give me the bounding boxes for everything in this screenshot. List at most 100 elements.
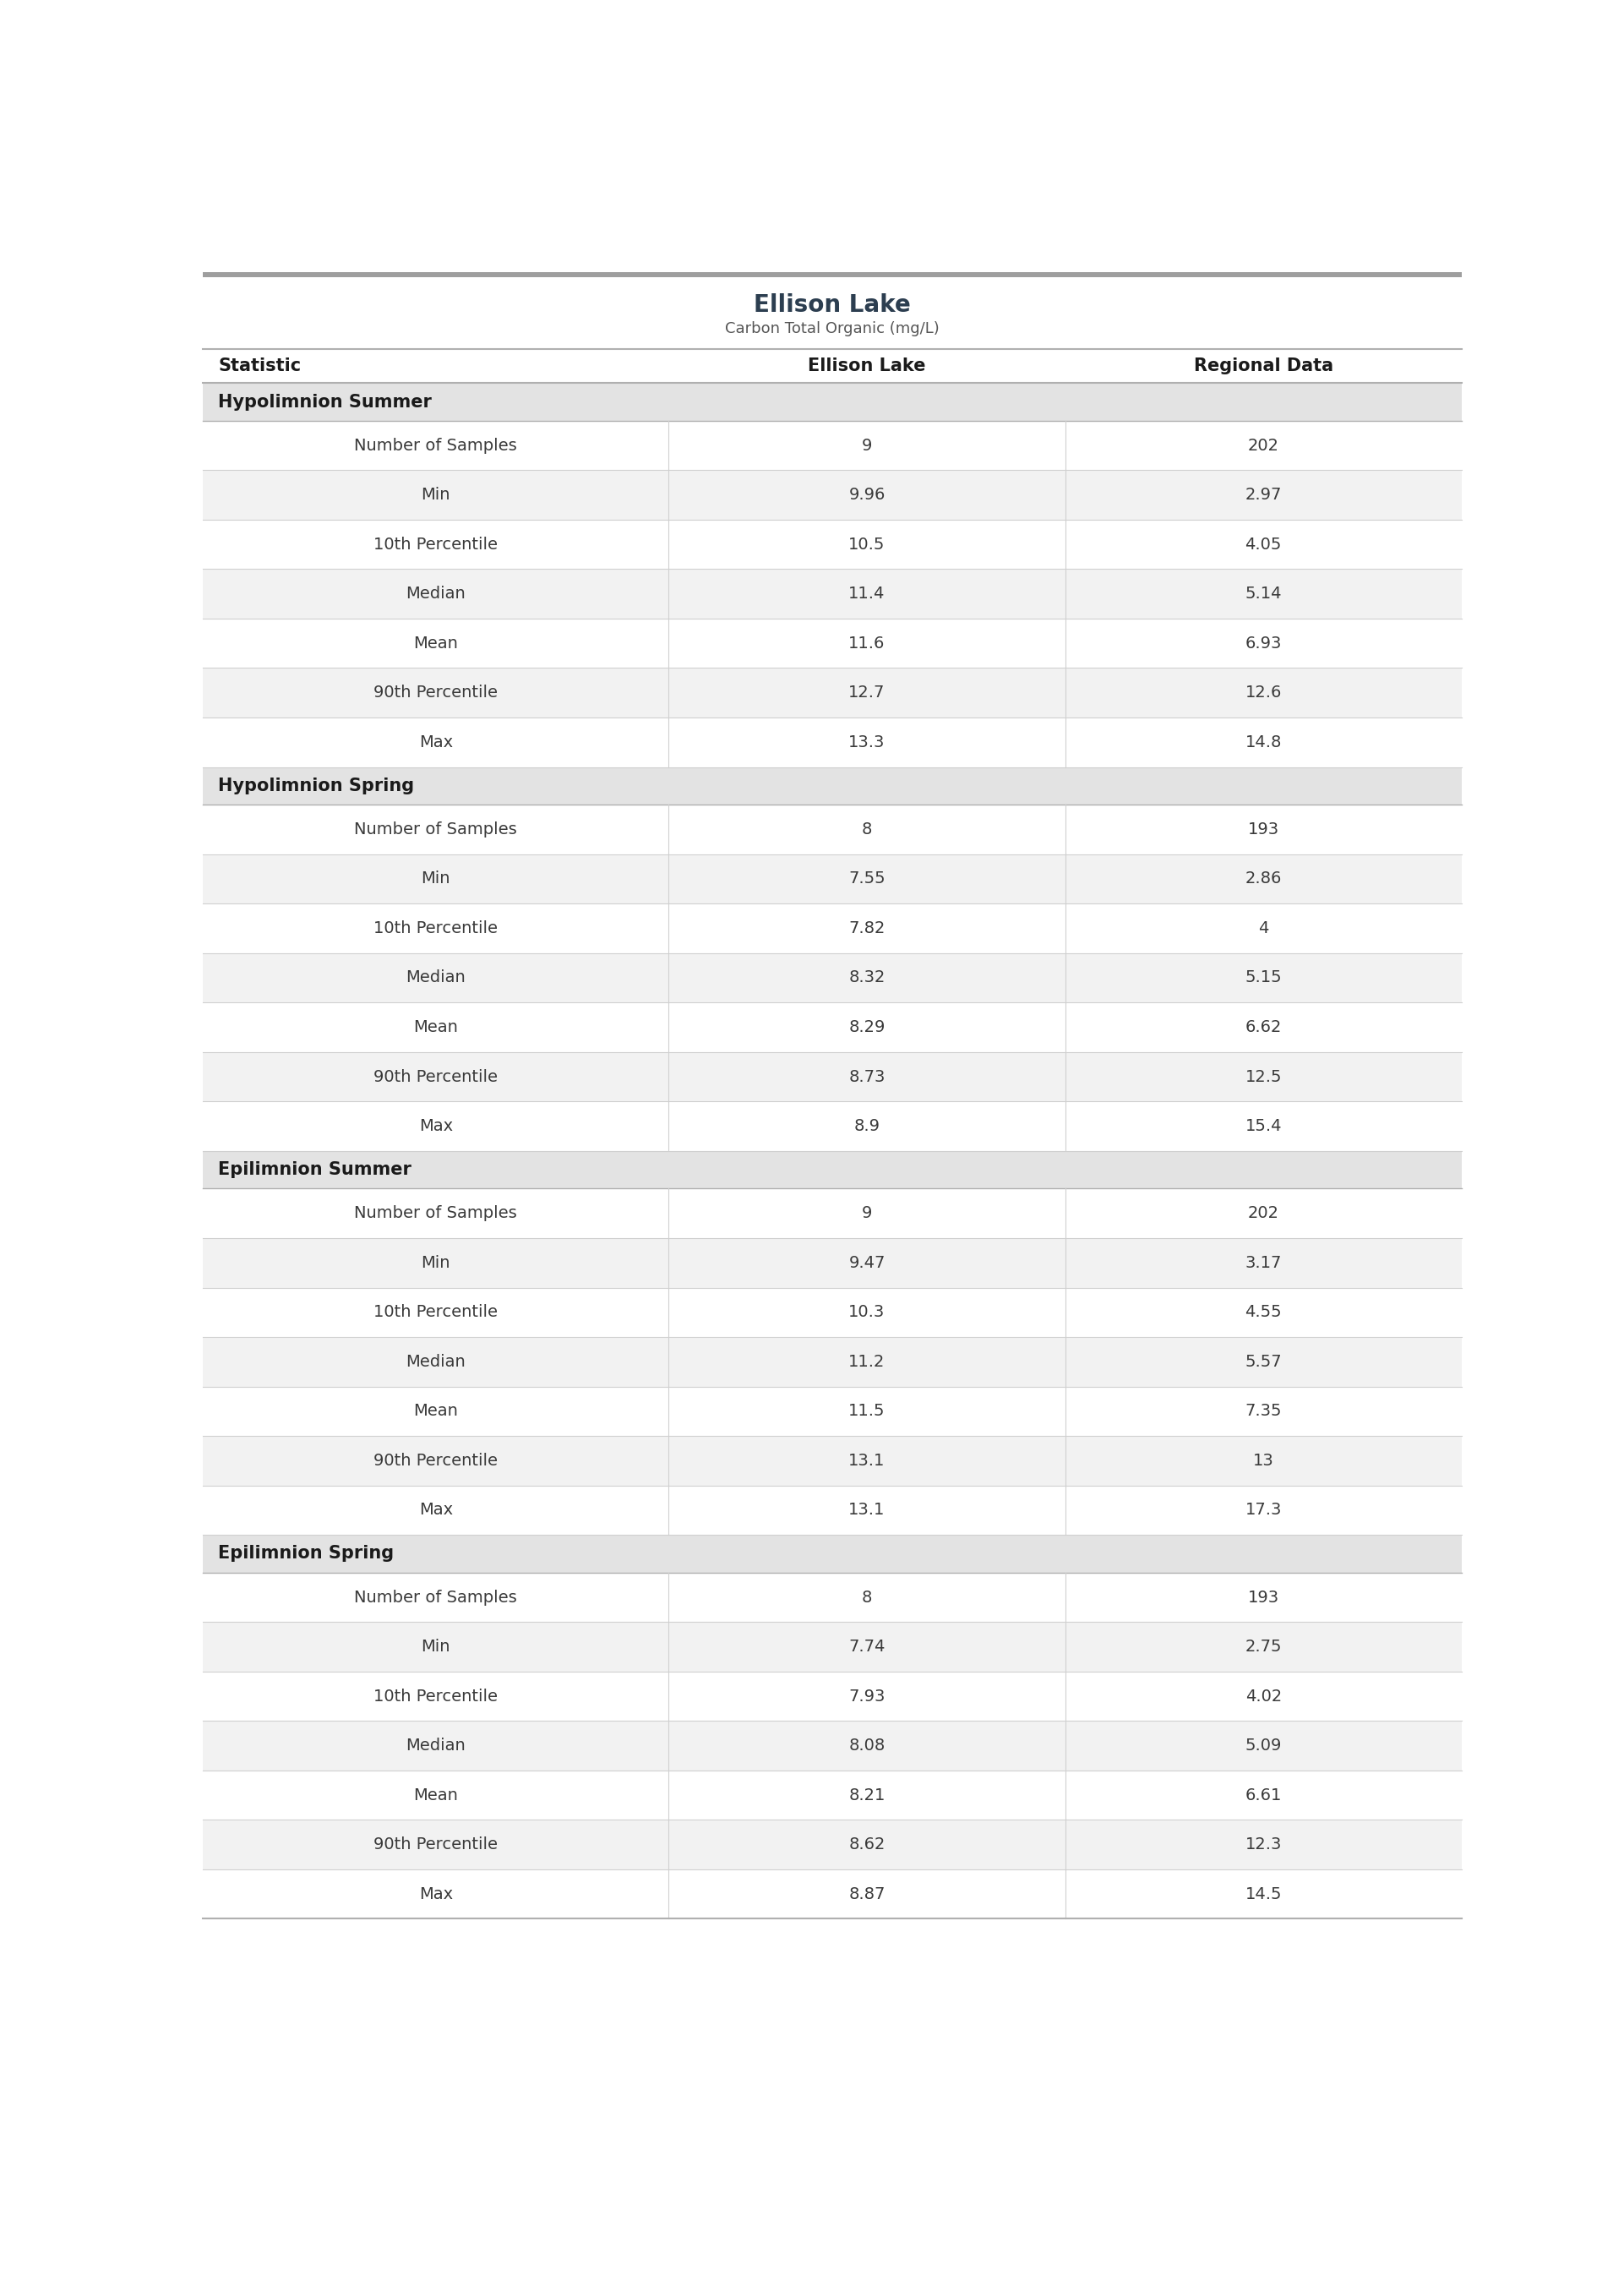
Text: 13: 13	[1252, 1453, 1273, 1469]
Bar	[203, 420, 1462, 470]
Text: 3.17: 3.17	[1246, 1255, 1281, 1271]
Bar	[203, 520, 1462, 570]
Text: 4.55: 4.55	[1246, 1305, 1281, 1321]
Text: Max: Max	[419, 1503, 453, 1519]
Text: Mean: Mean	[414, 1403, 458, 1419]
Bar	[203, 1387, 1462, 1437]
Text: 12.6: 12.6	[1246, 686, 1281, 701]
Text: 9: 9	[862, 1205, 872, 1221]
Bar	[203, 717, 1462, 767]
Bar	[203, 1771, 1462, 1821]
Text: 13.3: 13.3	[849, 733, 885, 751]
Bar	[203, 1051, 1462, 1101]
Text: 6.62: 6.62	[1246, 1019, 1281, 1035]
Text: Hypolimnion Summer: Hypolimnion Summer	[218, 393, 432, 411]
Text: Epilimnion Summer: Epilimnion Summer	[218, 1162, 411, 1178]
Text: 8.32: 8.32	[849, 969, 885, 985]
Text: Epilimnion Spring: Epilimnion Spring	[218, 1546, 395, 1562]
Bar	[203, 953, 1462, 1003]
Text: 2.97: 2.97	[1246, 488, 1281, 504]
Text: 14.8: 14.8	[1246, 733, 1281, 751]
Text: 90th Percentile: 90th Percentile	[374, 1836, 499, 1852]
Bar	[203, 272, 1462, 277]
Text: Hypolimnion Spring: Hypolimnion Spring	[218, 776, 414, 794]
Bar	[203, 1237, 1462, 1287]
Bar	[203, 384, 1462, 420]
Text: Min: Min	[421, 1255, 450, 1271]
Text: Median: Median	[406, 969, 466, 985]
Bar	[203, 854, 1462, 903]
Text: 14.5: 14.5	[1246, 1886, 1281, 1902]
Text: Mean: Mean	[414, 1019, 458, 1035]
Bar	[203, 1535, 1462, 1573]
Bar	[203, 277, 1462, 350]
Text: 10.3: 10.3	[849, 1305, 885, 1321]
Bar	[203, 1189, 1462, 1237]
Text: 9.47: 9.47	[849, 1255, 885, 1271]
Text: 11.2: 11.2	[849, 1353, 885, 1369]
Text: 8.73: 8.73	[849, 1069, 885, 1085]
Bar	[203, 1821, 1462, 1868]
Text: 10th Percentile: 10th Percentile	[374, 919, 499, 938]
Bar	[203, 1337, 1462, 1387]
Text: 13.1: 13.1	[849, 1453, 885, 1469]
Text: 6.93: 6.93	[1246, 636, 1281, 651]
Text: 5.14: 5.14	[1246, 586, 1281, 602]
Text: 10th Percentile: 10th Percentile	[374, 1689, 499, 1705]
Text: Max: Max	[419, 733, 453, 751]
Text: 7.93: 7.93	[849, 1689, 885, 1705]
Text: 11.6: 11.6	[849, 636, 885, 651]
Text: 9.96: 9.96	[849, 488, 885, 504]
Text: Statistic: Statistic	[218, 359, 300, 375]
Text: 13.1: 13.1	[849, 1503, 885, 1519]
Text: 8: 8	[862, 1589, 872, 1605]
Text: Max: Max	[419, 1886, 453, 1902]
Text: Regional Data: Regional Data	[1194, 359, 1333, 375]
Text: Number of Samples: Number of Samples	[354, 822, 518, 838]
Text: 7.74: 7.74	[849, 1639, 885, 1655]
Bar	[203, 903, 1462, 953]
Text: 8.29: 8.29	[849, 1019, 885, 1035]
Text: Max: Max	[419, 1119, 453, 1135]
Text: 17.3: 17.3	[1246, 1503, 1281, 1519]
Bar	[203, 1003, 1462, 1051]
Text: 8.87: 8.87	[849, 1886, 885, 1902]
Bar	[203, 1573, 1462, 1623]
Text: 12.5: 12.5	[1246, 1069, 1281, 1085]
Text: Carbon Total Organic (mg/L): Carbon Total Organic (mg/L)	[724, 322, 940, 336]
Text: 90th Percentile: 90th Percentile	[374, 686, 499, 701]
Text: 5.57: 5.57	[1246, 1353, 1281, 1369]
Text: 6.61: 6.61	[1246, 1786, 1281, 1802]
Bar	[203, 667, 1462, 717]
Text: 193: 193	[1247, 1589, 1280, 1605]
Text: 7.55: 7.55	[848, 872, 885, 888]
Text: 2.86: 2.86	[1246, 872, 1281, 888]
Text: 10th Percentile: 10th Percentile	[374, 536, 499, 552]
Bar	[203, 620, 1462, 667]
Bar	[203, 1101, 1462, 1151]
Bar	[203, 1623, 1462, 1671]
Text: 8: 8	[862, 822, 872, 838]
Text: 10.5: 10.5	[849, 536, 885, 552]
Bar	[203, 767, 1462, 804]
Text: Mean: Mean	[414, 1786, 458, 1802]
Bar	[203, 570, 1462, 620]
Text: Number of Samples: Number of Samples	[354, 1205, 518, 1221]
Text: Min: Min	[421, 488, 450, 504]
Text: Ellison Lake: Ellison Lake	[809, 359, 926, 375]
Text: 12.3: 12.3	[1246, 1836, 1281, 1852]
Text: 5.15: 5.15	[1246, 969, 1281, 985]
Bar	[203, 350, 1462, 384]
Text: 7.82: 7.82	[849, 919, 885, 938]
Bar	[203, 1437, 1462, 1485]
Text: 8.08: 8.08	[849, 1737, 885, 1755]
Text: 15.4: 15.4	[1246, 1119, 1281, 1135]
Text: 4.05: 4.05	[1246, 536, 1281, 552]
Bar	[203, 804, 1462, 854]
Text: 12.7: 12.7	[849, 686, 885, 701]
Text: Ellison Lake: Ellison Lake	[754, 293, 911, 316]
Text: 202: 202	[1247, 438, 1280, 454]
Text: 5.09: 5.09	[1246, 1737, 1281, 1755]
Bar	[203, 1671, 1462, 1721]
Text: 9: 9	[862, 438, 872, 454]
